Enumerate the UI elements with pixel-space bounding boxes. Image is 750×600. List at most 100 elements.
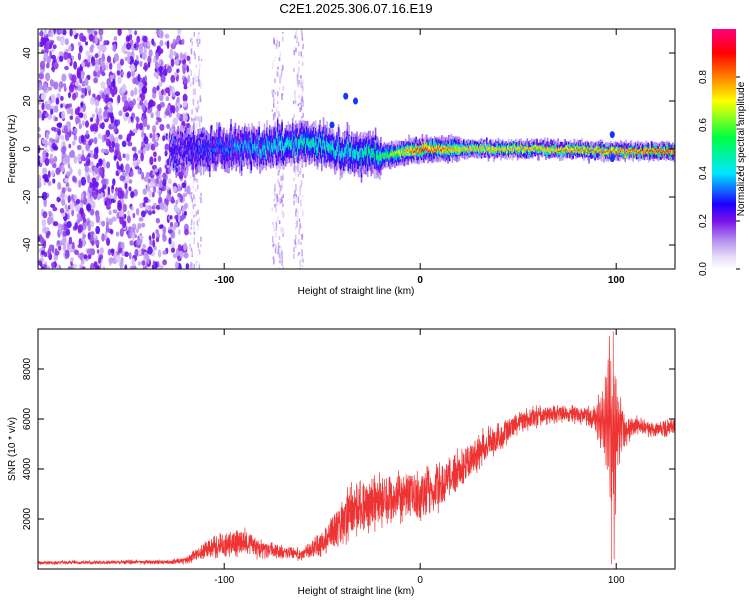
ridge-cell <box>359 148 362 158</box>
noise-speckle <box>88 140 93 146</box>
ridge-cell <box>383 151 386 158</box>
ridge-cell <box>228 150 230 154</box>
ridge-cell <box>232 149 235 154</box>
ridge-cell <box>460 149 462 152</box>
noise-speckle <box>64 250 70 259</box>
ridge-cell <box>424 148 426 151</box>
noise-speckle <box>106 204 111 210</box>
ridge-cell <box>670 150 672 153</box>
noise-speckle <box>99 33 103 42</box>
noise-speckle <box>87 29 91 34</box>
ridge-cell <box>227 144 230 154</box>
ridge-cell <box>658 146 661 151</box>
ridge-cell <box>187 145 190 149</box>
noise-band-cell <box>278 57 281 62</box>
ridge-cell <box>331 146 334 150</box>
noise-speckle <box>162 259 168 266</box>
ridge-cell <box>557 150 559 152</box>
ridge-cell <box>350 153 352 157</box>
noise-speckle <box>124 182 128 190</box>
ridge-cell <box>508 146 510 149</box>
ridge-cell <box>529 148 531 151</box>
ridge-cell <box>246 149 249 154</box>
ridge-cell <box>467 147 469 149</box>
noise-speckle <box>117 94 121 104</box>
ridge-cell <box>212 148 215 153</box>
noise-speckle <box>131 146 136 152</box>
ridge-cell <box>385 149 387 156</box>
ridge-cell <box>389 153 392 156</box>
noise-speckle <box>81 154 85 161</box>
noise-speckle <box>175 37 180 43</box>
ridge-cell <box>676 147 678 159</box>
ridge-cell <box>317 148 320 153</box>
noise-band-cell <box>197 43 199 47</box>
noise-speckle <box>41 102 45 111</box>
ridge-cell <box>345 146 348 150</box>
noise-band-cell <box>191 37 193 45</box>
noise-speckle <box>61 236 67 245</box>
ridge-cell <box>396 151 399 154</box>
ridge-cell <box>423 149 425 153</box>
ridge-cell <box>655 150 657 156</box>
ridge-cell <box>665 152 667 155</box>
ridge-cell <box>245 140 247 145</box>
ridge-cell <box>620 148 622 157</box>
ridge-cell <box>584 147 587 152</box>
ridge-cell <box>444 145 447 152</box>
ridge-cell <box>215 148 217 153</box>
ridge-cell <box>590 146 593 151</box>
noise-speckle <box>52 44 57 49</box>
noise-speckle <box>94 35 99 45</box>
noise-speckle <box>100 148 106 154</box>
noise-band-cell <box>295 194 298 198</box>
ridge-cell <box>676 152 678 154</box>
noise-band-cell <box>278 267 281 269</box>
noise-speckle <box>121 140 127 147</box>
ridge-cell <box>669 153 671 155</box>
snr-y-axis-label: SNR (10 * v/v) <box>7 417 18 481</box>
ridge-cell <box>546 147 549 152</box>
ridge-cell <box>657 152 659 154</box>
ridge-cell <box>371 148 373 153</box>
noise-speckle <box>60 95 64 101</box>
noise-speckle <box>39 156 44 164</box>
noise-band-cell <box>300 180 303 187</box>
ridge-cell <box>601 143 604 151</box>
noise-speckle <box>103 160 107 170</box>
noise-band-cell <box>198 248 200 251</box>
noise-band-cell <box>279 165 281 170</box>
ridge-cell <box>296 138 298 148</box>
ridge-cell <box>660 154 663 156</box>
ridge-cell <box>568 147 570 149</box>
ridge-cell <box>508 150 511 153</box>
ridge-cell <box>605 150 607 153</box>
noise-speckle <box>127 29 131 33</box>
ridge-cell <box>570 148 573 153</box>
noise-band-cell <box>198 39 201 45</box>
noise-speckle <box>176 29 182 35</box>
noise-band-cell <box>272 63 274 70</box>
ridge-cell <box>351 143 353 148</box>
ridge-cell <box>648 149 650 158</box>
ridge-cell <box>543 146 545 149</box>
noise-speckle <box>113 36 118 41</box>
noise-band-cell <box>189 82 192 87</box>
ridge-cell <box>435 145 438 152</box>
colorbar-tick-label: 0.0 <box>698 262 709 276</box>
noise-speckle <box>166 65 172 74</box>
noise-speckle <box>149 133 153 139</box>
ridge-cell <box>650 149 653 151</box>
noise-band-cell <box>282 266 285 269</box>
noise-speckle <box>152 232 155 240</box>
noise-speckle <box>136 35 141 44</box>
ridge-cell <box>320 140 322 144</box>
ridge-cell <box>425 146 427 150</box>
noise-speckle <box>170 241 176 250</box>
noise-speckle <box>65 38 69 46</box>
ridge-cell <box>317 143 320 153</box>
noise-speckle <box>46 62 50 69</box>
ridge-cell <box>410 150 412 153</box>
ridge-cell <box>414 150 417 153</box>
noise-speckle <box>104 148 109 154</box>
